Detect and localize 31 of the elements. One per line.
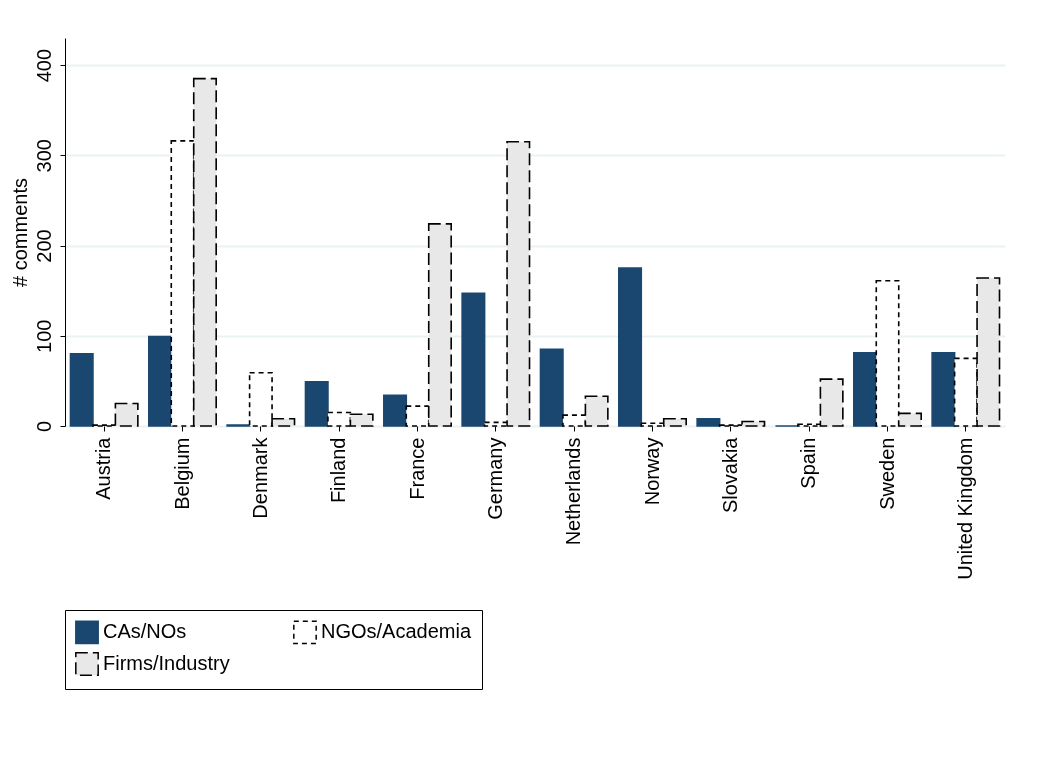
bar <box>931 352 956 427</box>
bar <box>383 394 408 427</box>
x-tick-label: Belgium <box>170 437 193 510</box>
bar <box>461 292 486 427</box>
x-tick-label: Austria <box>92 436 115 500</box>
legend-label: NGOs/Academia <box>321 620 472 643</box>
bar <box>69 353 94 427</box>
x-tick-label: Denmark <box>248 436 271 519</box>
bar <box>618 267 643 427</box>
x-tick-label: United Kingdom <box>953 437 976 580</box>
x-tick-label: France <box>405 437 428 500</box>
y-axis-title: # comments <box>8 178 31 287</box>
x-tick-label: Finland <box>327 437 350 504</box>
bar <box>853 352 878 427</box>
x-tick-label: Norway <box>640 437 663 506</box>
bar <box>539 348 564 427</box>
bar <box>304 380 329 427</box>
bar <box>148 335 173 427</box>
x-tick-label: Spain <box>797 437 820 489</box>
x-tick-label: Netherlands <box>562 437 585 546</box>
y-tick-label: 400 <box>32 48 55 83</box>
y-tick-label: 200 <box>32 229 55 263</box>
legend-label: CAs/NOs <box>103 620 187 643</box>
y-tick-label: 100 <box>32 319 55 353</box>
legend-label: Firms/Industry <box>103 652 230 674</box>
x-tick-label: Germany <box>483 437 506 520</box>
x-tick-label: Sweden <box>875 437 898 510</box>
x-tick-label: Slovakia <box>718 436 741 514</box>
y-tick-label: 300 <box>32 139 55 173</box>
y-tick-label: 0 <box>32 420 55 433</box>
bar <box>696 417 721 427</box>
